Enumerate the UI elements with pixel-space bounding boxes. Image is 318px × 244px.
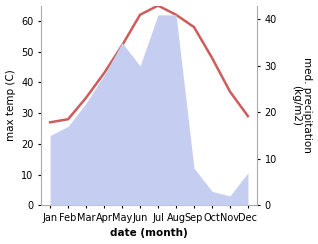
Y-axis label: med. precipitation
(kg/m2): med. precipitation (kg/m2) [291,58,313,153]
Y-axis label: max temp (C): max temp (C) [5,70,16,141]
X-axis label: date (month): date (month) [110,228,188,238]
